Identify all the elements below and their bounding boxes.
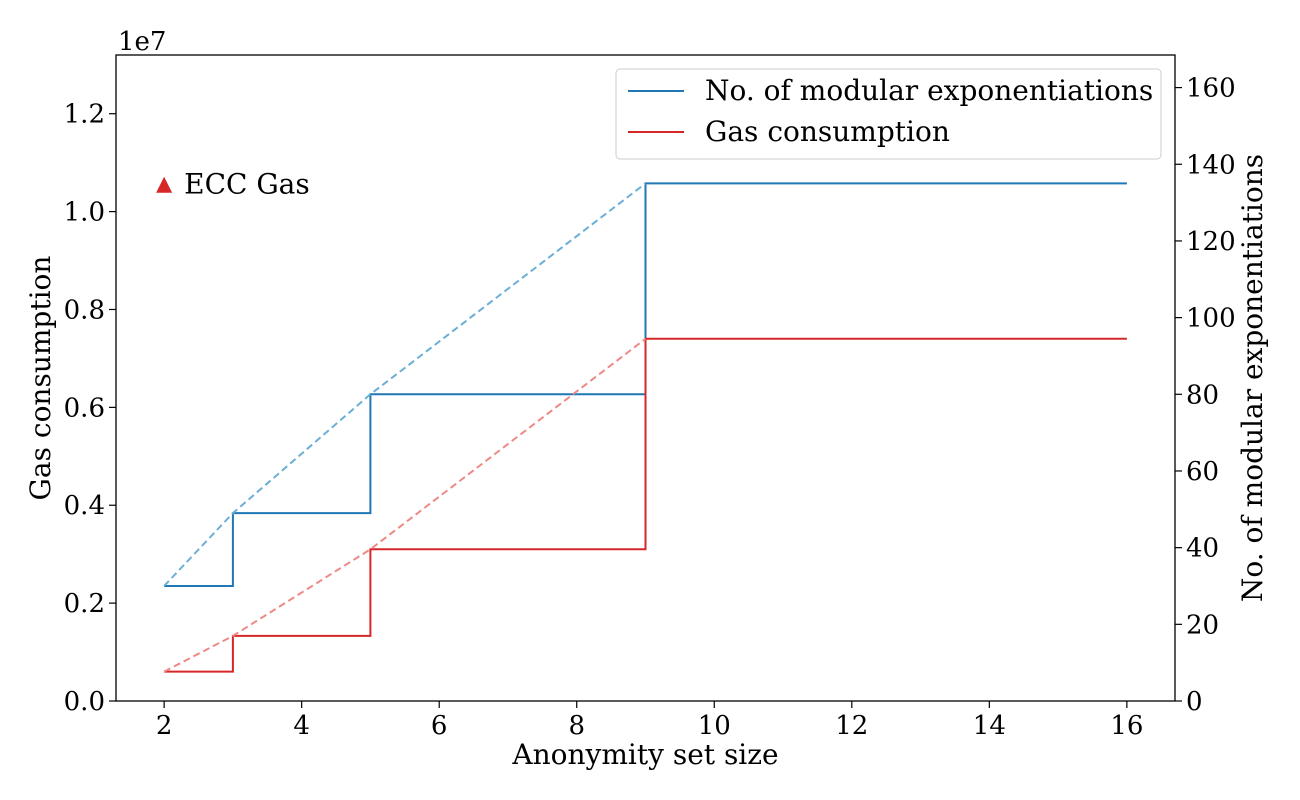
x-tick-label: 2	[156, 711, 173, 741]
x-tick-label: 10	[698, 711, 731, 741]
offset-text: 1e7	[118, 27, 166, 57]
y-tick-label: 0.4	[64, 491, 105, 521]
y2-tick-label: 0	[1186, 687, 1203, 717]
y-tick-label: 0.8	[64, 295, 105, 325]
y-tick-label: 0.2	[64, 589, 105, 619]
y-tick-label: 0.0	[64, 687, 105, 717]
legend-label-modexp: No. of modular exponentiations	[705, 74, 1153, 107]
y2-tick-label: 120	[1186, 227, 1236, 257]
y-axis-right-label: No. of modular exponentiations	[1236, 154, 1269, 602]
gas-trend-dashed	[163, 338, 647, 673]
gas-step-line	[164, 337, 1127, 673]
y2-tick-label: 140	[1186, 150, 1236, 180]
legend: No. of modular exponentiations Gas consu…	[615, 68, 1162, 160]
y2-tick-label: 100	[1186, 304, 1236, 334]
y2-tick-label: 20	[1186, 610, 1219, 640]
x-axis-label: Anonymity set size	[511, 738, 778, 771]
modexp-trend-dashed	[163, 182, 647, 587]
x-tick-label: 14	[973, 711, 1006, 741]
y2-tick-label: 80	[1186, 380, 1219, 410]
y2-tick-label: 40	[1186, 534, 1219, 564]
y-axis-label: Gas consumption	[24, 256, 57, 501]
y2-tick-label: 160	[1186, 74, 1236, 104]
x-tick-label: 16	[1110, 711, 1143, 741]
x-tick-label: 12	[835, 711, 868, 741]
y2-tick-label: 60	[1186, 457, 1219, 487]
modexp-step-line	[164, 182, 1127, 587]
y-tick-label: 0.6	[64, 393, 105, 423]
y-tick-label: 1.2	[64, 100, 105, 130]
legend-label-gas: Gas consumption	[705, 115, 950, 148]
ecc-gas-marker	[156, 176, 173, 193]
legend-frame	[615, 68, 1162, 160]
ecc-gas-label: ECC Gas	[184, 168, 310, 201]
x-tick-label: 6	[431, 711, 448, 741]
y-tick-label: 1.0	[64, 198, 105, 228]
x-tick-label: 4	[293, 711, 310, 741]
x-tick-label: 8	[568, 711, 585, 741]
plot-frame	[115, 54, 1176, 702]
